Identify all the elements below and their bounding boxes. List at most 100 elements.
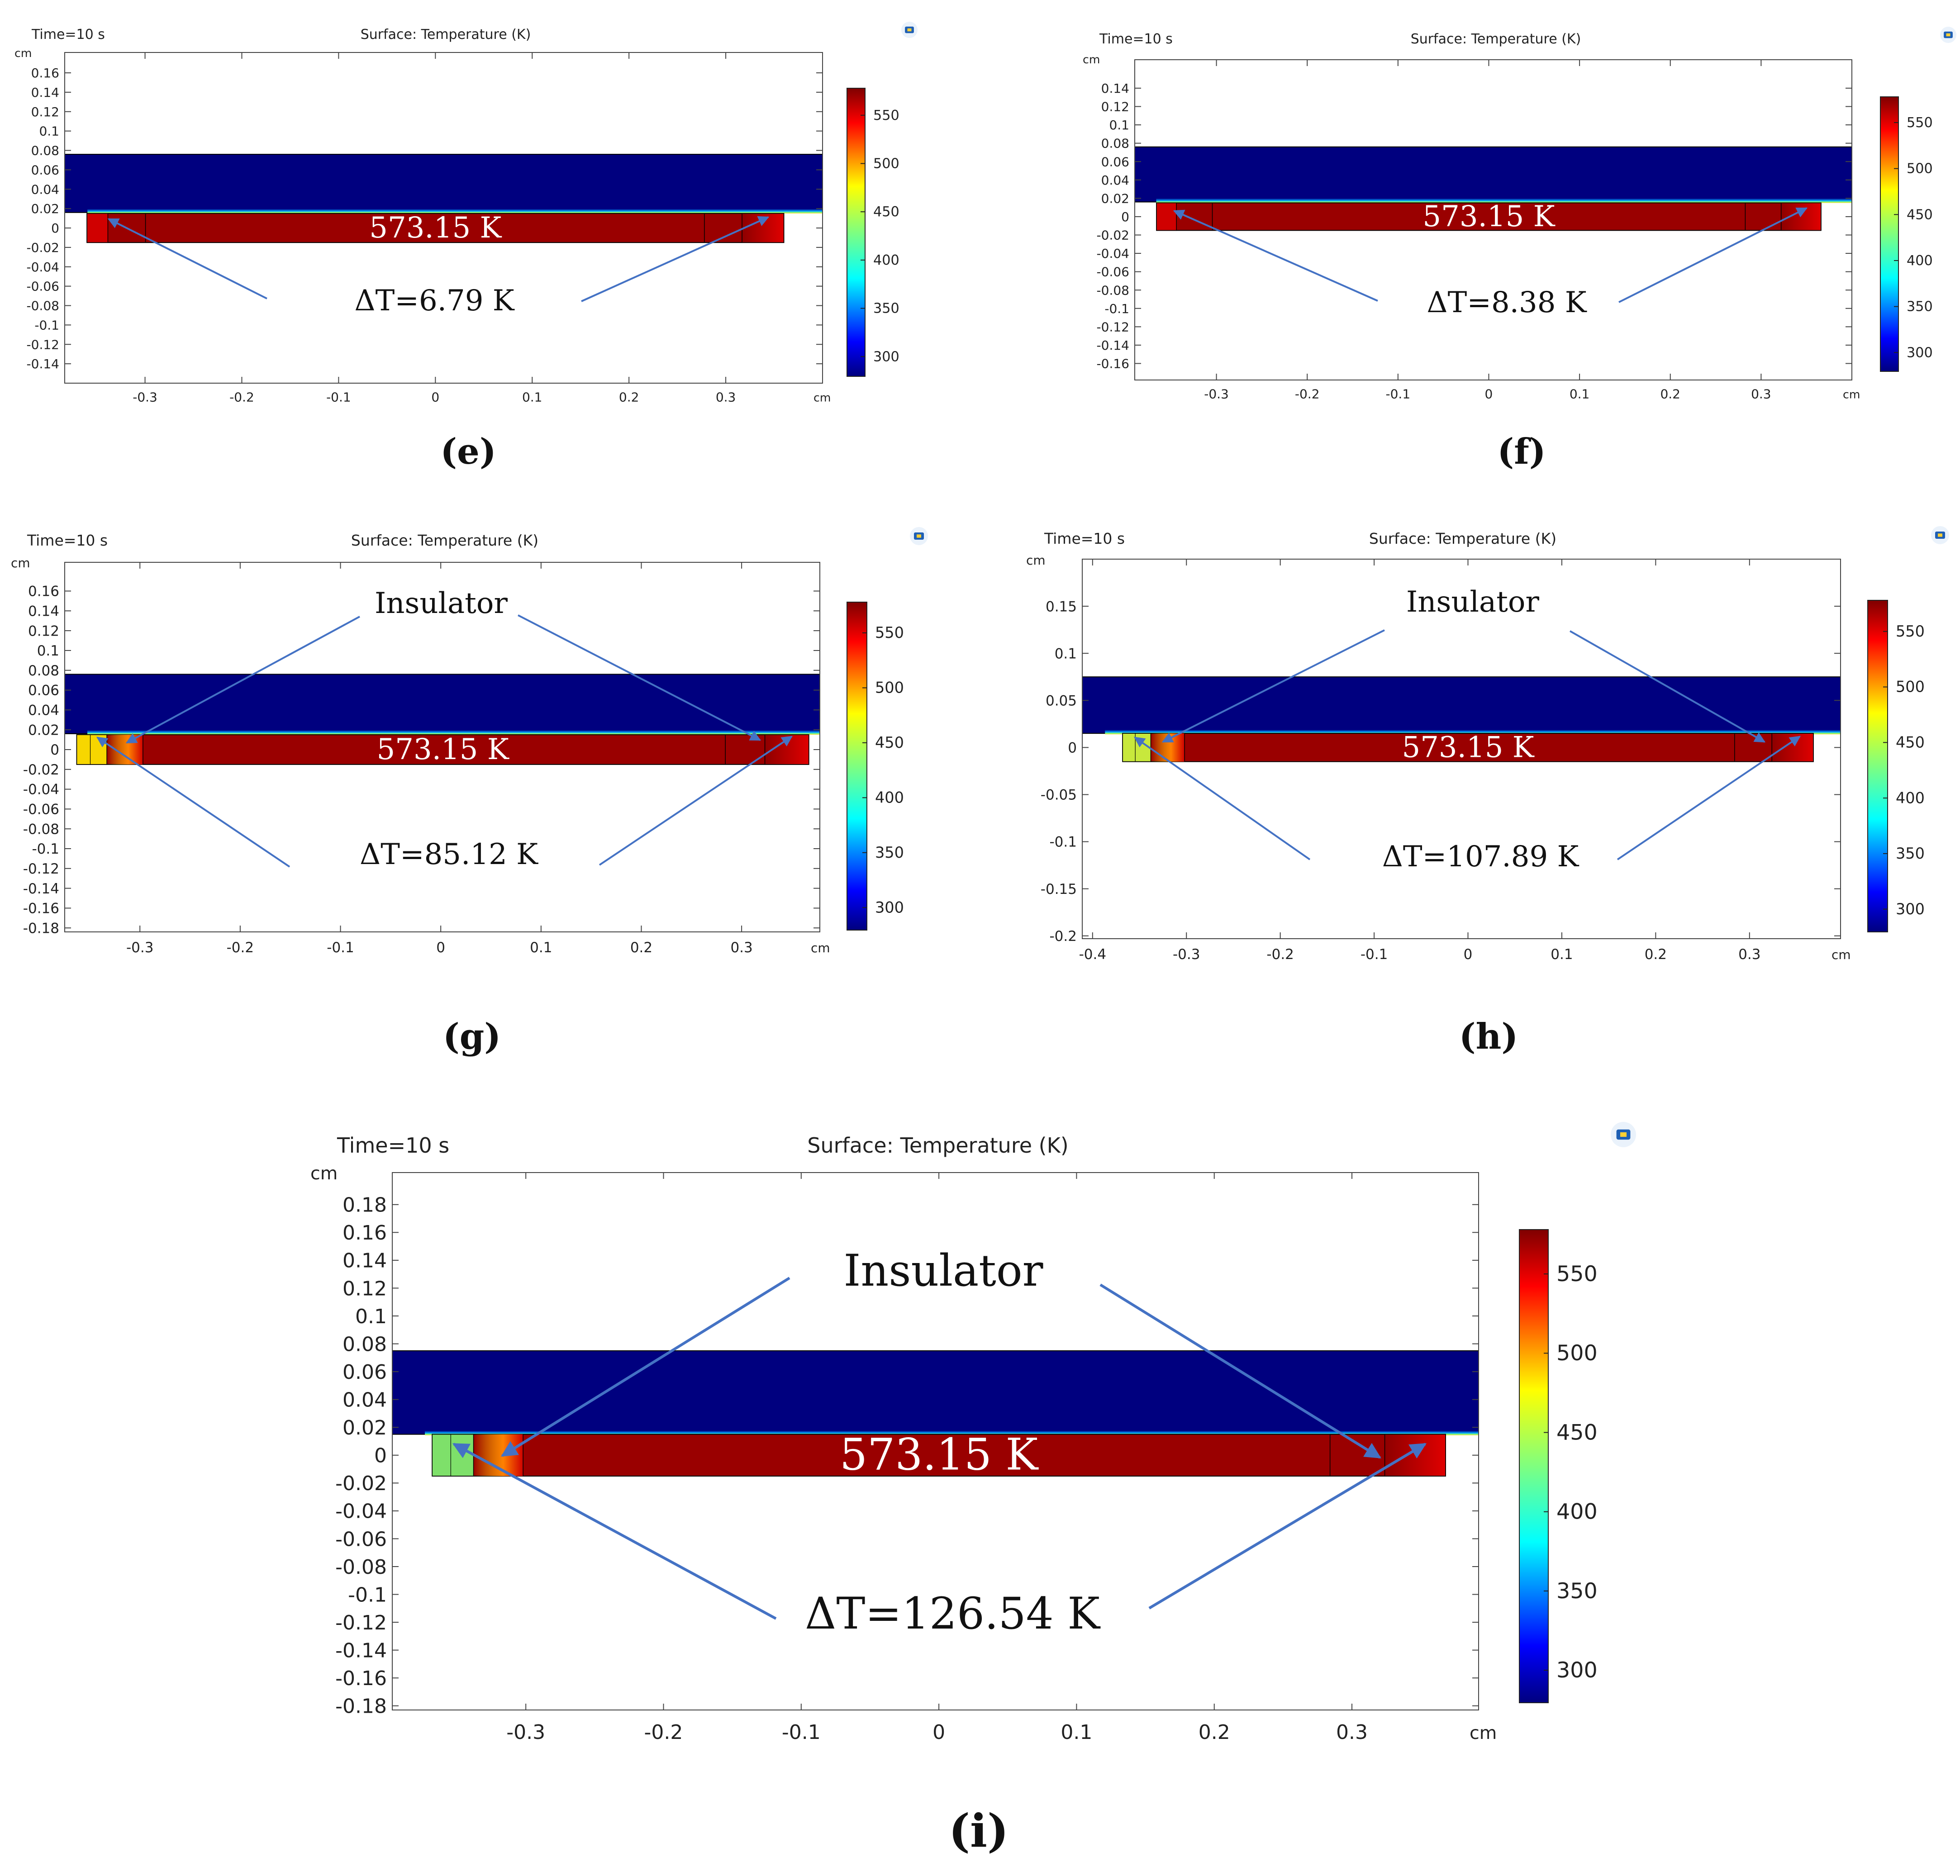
y-tick-label: 0.08 [28,663,59,679]
x-axis-unit: cm [813,391,831,404]
y-tick-label: 0.16 [343,1221,387,1244]
x-axis-unit: cm [1470,1723,1497,1743]
insulator-arrow [518,614,761,741]
colorbar [1867,600,1888,932]
x-tick-label: 0.3 [1336,1721,1368,1744]
time-label: Time=10 s [31,27,105,43]
x-tick-label: 0.2 [1199,1721,1230,1744]
plot-title: Surface: Temperature (K) [1369,530,1556,547]
y-tick-label: 0.04 [28,703,59,719]
y-tick-label: -0.04 [335,1500,387,1523]
heater-temperature-label: 573.15 K [840,1429,1039,1480]
heater-block [1156,202,1822,231]
y-tick-label: -0.02 [23,762,59,778]
y-axis-unit: cm [1083,53,1100,66]
colorbar-tick-label: 300 [1907,345,1933,361]
y-tick-label: 0.12 [1101,100,1129,114]
y-tick-label: 0.15 [1046,598,1077,615]
x-tick-label: -0.2 [1266,946,1294,963]
x-tick-label: -0.1 [1386,387,1411,402]
y-tick-label: -0.15 [1041,881,1077,898]
panel-label: (g) [443,1016,501,1057]
chart-panel-e: Time=10 s Surface: Temperature (K) cm 573.1… [14,22,918,472]
y-tick-label: 0.1 [1055,646,1077,662]
insulator-arrow [1570,630,1766,743]
insulator-arrow [1099,1283,1382,1459]
colorbar-tick-label: 450 [873,204,899,220]
y-tick-label: -0.16 [23,901,59,917]
y-tick-label: -0.12 [1097,319,1129,334]
x-tick-label: 0 [431,390,439,405]
x-tick-label: -0.2 [229,390,254,405]
time-label: Time=10 s [337,1133,449,1158]
logo-icon [910,527,928,545]
delta-t-arrow [96,736,290,868]
y-tick-label: -0.08 [27,299,59,313]
x-tick-label: -0.2 [1295,387,1320,402]
colorbar-tick-label: 350 [1896,845,1925,862]
y-tick-label: 0.06 [343,1361,387,1384]
y-tick-label: 0.02 [31,201,59,216]
time-label: Time=10 s [1044,530,1125,547]
x-axis-unit: cm [1843,388,1860,401]
panel-label: (f) [1497,431,1546,472]
heater-left-edge [86,213,109,243]
y-tick-label: -0.02 [27,240,59,255]
y-tick-label: 0.04 [31,182,59,197]
x-tick-label: 0.2 [630,940,652,956]
y-tick-label: -0.06 [335,1528,387,1551]
panel-label: (e) [440,431,496,472]
insulator-label: Insulator [375,587,508,620]
heater-block [432,1434,1446,1477]
colorbar-tick-label: 500 [1556,1341,1598,1366]
x-tick-label: -0.3 [1173,946,1200,963]
y-tick-label: -0.12 [27,337,59,352]
time-label: Time=10 s [1099,31,1173,47]
y-tick-label: 0.08 [31,143,59,158]
heater-block [76,734,809,765]
x-tick-label: -0.4 [1079,946,1107,963]
colorbar-tick-label: 400 [1556,1500,1598,1525]
colorbar-tick-label: 500 [1907,161,1933,177]
colorbar-tick-label: 300 [875,898,904,916]
x-tick-label: -0.2 [227,940,254,956]
boundary-layer [1105,730,1841,735]
insulator-gradient [107,735,143,765]
y-tick-label: 0.18 [343,1194,387,1217]
plot-frame [64,52,823,384]
x-tick-label: 0.3 [1751,387,1771,402]
colorbar-tick-label: 400 [873,252,899,268]
y-tick-label: -0.1 [34,318,59,332]
x-tick-label: -0.3 [126,940,154,956]
x-tick-label: -0.3 [133,390,157,405]
cold-layer [64,674,820,734]
y-tick-label: 0.08 [1101,136,1129,151]
colorbar-tick-label: 400 [1896,789,1925,807]
y-tick-label: 0 [50,742,59,758]
y-tick-label: 0.16 [31,66,59,81]
y-tick-label: 0.02 [1101,191,1129,206]
y-tick-label: 0.1 [37,643,59,659]
heater-temperature-label: 573.15 K [369,211,502,245]
y-tick-label: -0.02 [1097,228,1129,243]
time-label: Time=10 s [27,532,108,549]
x-tick-label: 0.1 [522,390,542,405]
delta-t-label: ΔT=8.38 K [1427,286,1587,319]
y-tick-label: -0.06 [1097,265,1129,280]
boundary-layer [87,730,820,735]
colorbar-tick-label: 550 [1907,115,1933,131]
x-tick-label: -0.3 [1204,387,1229,402]
y-tick-label: 0.12 [31,104,59,119]
y-tick-label: 0.12 [343,1277,387,1300]
x-tick-label: 0 [1464,946,1473,963]
plot-frame [392,1172,1479,1710]
colorbar-tick-label: 550 [1896,622,1925,640]
logo-icon [1940,27,1956,43]
delta-t-arrow [1618,207,1808,303]
y-tick-label: -0.04 [23,782,59,798]
heater-temperature-label: 573.15 K [1402,731,1534,764]
x-tick-label: -0.1 [1361,946,1388,963]
x-tick-label: 0.2 [1660,387,1680,402]
colorbar-tick-label: 350 [1907,299,1933,315]
